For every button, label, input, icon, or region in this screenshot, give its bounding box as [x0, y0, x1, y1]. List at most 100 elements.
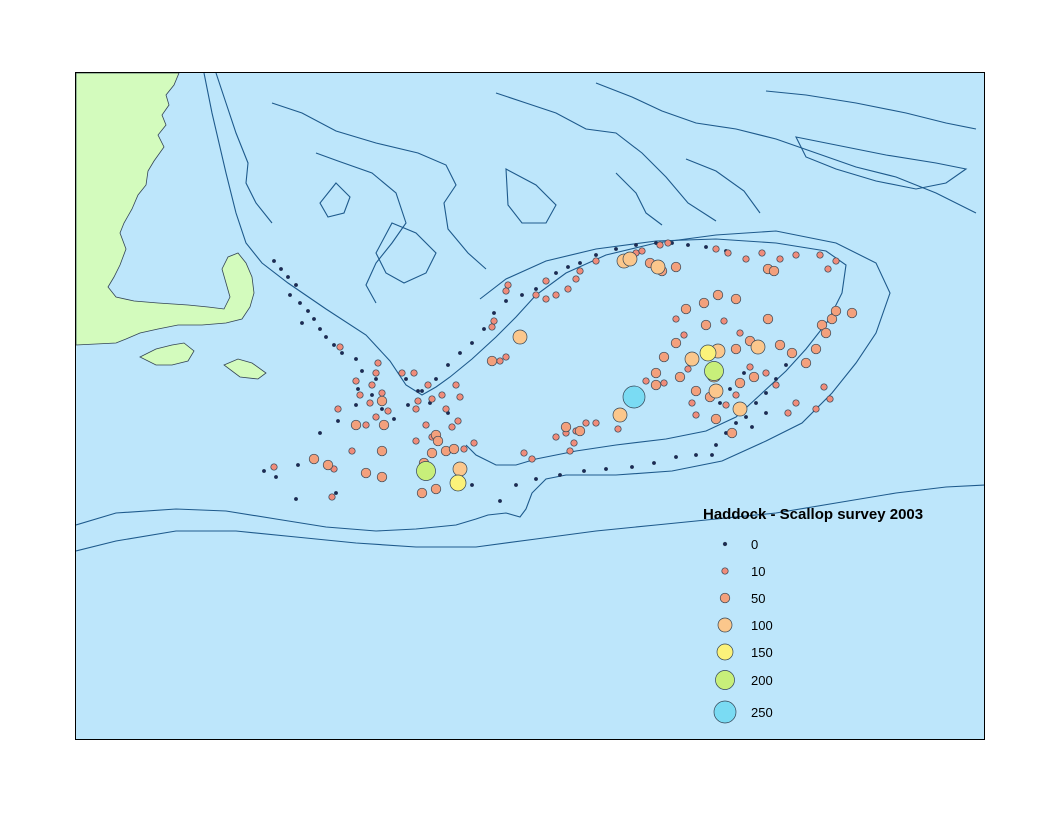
survey-point	[323, 335, 328, 340]
survey-point	[820, 383, 828, 391]
survey-point	[332, 343, 337, 348]
legend-label-250: 250	[751, 704, 773, 720]
survey-point	[376, 471, 388, 483]
survey-point	[734, 377, 746, 389]
legend-circle-150	[716, 643, 734, 661]
survey-point	[560, 421, 572, 433]
survey-point	[430, 483, 442, 495]
survey-point	[680, 303, 692, 315]
survey-point	[287, 292, 292, 297]
map-canvas[interactable]	[76, 73, 985, 740]
survey-point	[398, 369, 406, 377]
survey-point	[542, 295, 550, 303]
legend-symbol-150	[716, 643, 734, 661]
survey-point	[532, 291, 540, 299]
survey-point	[434, 377, 439, 382]
survey-point	[846, 307, 858, 319]
survey-point	[638, 247, 646, 255]
survey-point	[686, 242, 691, 247]
survey-points	[261, 239, 858, 504]
survey-point	[452, 461, 468, 477]
survey-point	[456, 393, 464, 401]
survey-point	[554, 270, 559, 275]
survey-point	[812, 405, 820, 413]
survey-point	[630, 465, 635, 470]
survey-point	[708, 383, 724, 399]
survey-point	[412, 437, 420, 445]
survey-point	[650, 259, 666, 275]
survey-point	[438, 391, 446, 399]
survey-point	[656, 241, 664, 249]
survey-point	[750, 425, 755, 430]
survey-point	[784, 409, 792, 417]
survey-point	[490, 317, 498, 325]
survey-point	[594, 252, 599, 257]
survey-point	[374, 377, 379, 382]
survey-point	[764, 411, 769, 416]
survey-point	[762, 369, 770, 377]
survey-point	[376, 395, 388, 407]
survey-point	[658, 351, 670, 363]
survey-point	[732, 401, 748, 417]
survey-point	[652, 461, 657, 466]
survey-point	[520, 292, 525, 297]
survey-point	[368, 381, 376, 389]
survey-point	[578, 260, 583, 265]
legend-label-0: 0	[751, 536, 759, 552]
survey-point	[726, 427, 738, 439]
survey-point	[684, 365, 692, 373]
survey-point	[558, 473, 563, 478]
survey-point	[454, 417, 462, 425]
legend-circle-250	[713, 700, 737, 724]
survey-point	[422, 421, 430, 429]
survey-point	[360, 467, 372, 479]
survey-point	[792, 251, 800, 259]
survey-point	[664, 239, 672, 247]
survey-point	[650, 367, 662, 379]
survey-point	[810, 343, 822, 355]
survey-point	[270, 463, 278, 471]
survey-point	[660, 379, 668, 387]
survey-point	[710, 453, 715, 458]
survey-point	[299, 320, 304, 325]
survey-point	[714, 443, 719, 448]
survey-point	[824, 265, 832, 273]
survey-point	[492, 310, 497, 315]
legend-label-100: 100	[751, 617, 773, 633]
survey-point	[698, 297, 710, 309]
survey-point	[542, 277, 550, 285]
survey-point	[592, 257, 600, 265]
survey-point	[570, 439, 578, 447]
legend-circle-50	[719, 592, 731, 604]
survey-point	[416, 389, 421, 394]
survey-point	[614, 425, 622, 433]
survey-point	[424, 381, 432, 389]
survey-point	[336, 419, 341, 424]
survey-point	[512, 329, 528, 345]
survey-point	[273, 475, 278, 480]
survey-point	[774, 377, 779, 382]
survey-point	[502, 287, 510, 295]
legend-circle-0	[722, 541, 728, 547]
survey-point	[261, 469, 266, 474]
legend-label-50: 50	[751, 590, 766, 606]
survey-point	[776, 255, 784, 263]
legend-circle-10	[721, 567, 729, 575]
survey-point	[460, 445, 468, 453]
survey-point	[374, 359, 382, 367]
legend-item-10: 10	[703, 557, 765, 585]
survey-point	[414, 397, 422, 405]
survey-point	[566, 264, 571, 269]
survey-point	[482, 326, 487, 331]
survey-point	[328, 493, 336, 501]
survey-point	[692, 411, 700, 419]
survey-point	[748, 371, 760, 383]
survey-point	[534, 477, 539, 482]
map-frame[interactable]	[75, 72, 985, 740]
survey-point	[356, 391, 364, 399]
survey-point	[416, 487, 428, 499]
survey-point	[710, 413, 722, 425]
survey-point	[582, 469, 587, 474]
survey-point	[564, 285, 572, 293]
legend: Haddock - Scallop survey 2003 0 10 50 10…	[703, 506, 973, 724]
